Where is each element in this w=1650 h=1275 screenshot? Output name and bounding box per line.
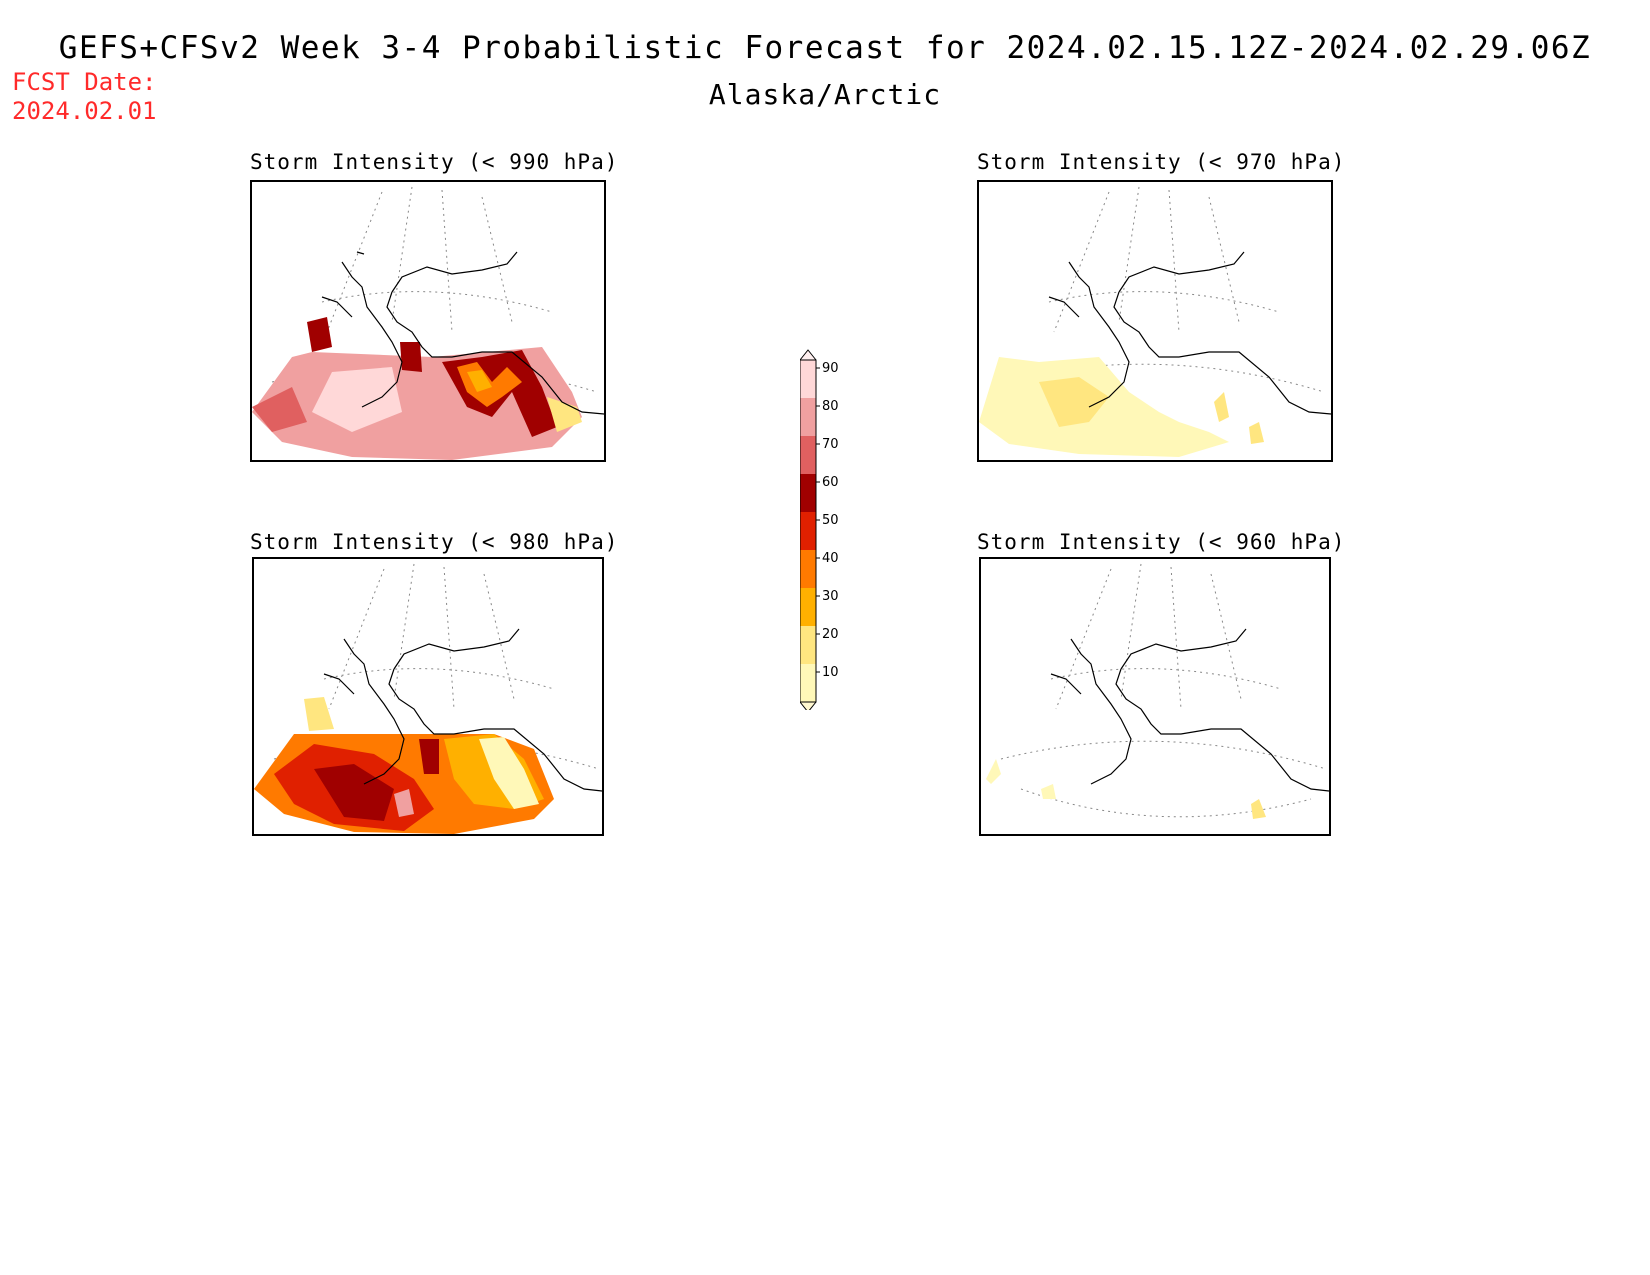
colorbar-label: 90: [822, 361, 839, 376]
colorbar-label: 50: [822, 513, 839, 528]
colorbar-swatch: [800, 550, 816, 588]
colorbar-label: 30: [822, 589, 839, 604]
forecast-date-label: FCST Date:: [12, 68, 157, 96]
colorbar-label: 10: [822, 665, 839, 680]
colorbar-label: 60: [822, 475, 839, 490]
forecast-date-value: 2024.02.01: [12, 97, 157, 125]
map-980: [254, 563, 602, 834]
map-990: [252, 186, 604, 460]
colorbar-swatch: [800, 626, 816, 664]
colorbar-label: 40: [822, 551, 839, 566]
map-970: [979, 186, 1331, 457]
forecast-date: FCST Date: 2024.02.01: [12, 68, 157, 126]
colorbar-label: 80: [822, 399, 839, 414]
map-panel-980: [252, 557, 604, 836]
colorbar-outline: [799, 359, 817, 703]
colorbar-cap-bottom: [799, 701, 817, 713]
colorbar-svg: 90 80 70 60 50 40 30 20 10: [799, 349, 839, 713]
panel-title-990: Storm Intensity (< 990 hPa): [250, 150, 619, 174]
colorbar-label: 20: [822, 627, 839, 642]
page-title: GEFS+CFSv2 Week 3-4 Probabilistic Foreca…: [58, 30, 1592, 66]
map-960: [986, 563, 1329, 819]
map-panel-960: [979, 557, 1331, 836]
colorbar-swatch: [800, 398, 816, 436]
colorbar-label: 70: [822, 437, 839, 452]
colorbar-swatch: [800, 664, 816, 702]
colorbar-swatch: [800, 360, 816, 398]
map-panel-990: [250, 180, 606, 462]
colorbar-swatch: [800, 474, 816, 512]
colorbar-cap-top: [799, 349, 817, 361]
colorbar-swatch: [800, 588, 816, 626]
panel-title-980: Storm Intensity (< 980 hPa): [250, 530, 619, 554]
panel-title-970: Storm Intensity (< 970 hPa): [977, 150, 1346, 174]
panel-title-960: Storm Intensity (< 960 hPa): [977, 530, 1346, 554]
colorbar-swatch: [800, 512, 816, 550]
colorbar: 90 80 70 60 50 40 30 20 10: [799, 330, 860, 714]
map-panel-970: [977, 180, 1333, 462]
region-subtitle: Alaska/Arctic: [708, 78, 942, 111]
colorbar-swatch: [800, 436, 816, 474]
